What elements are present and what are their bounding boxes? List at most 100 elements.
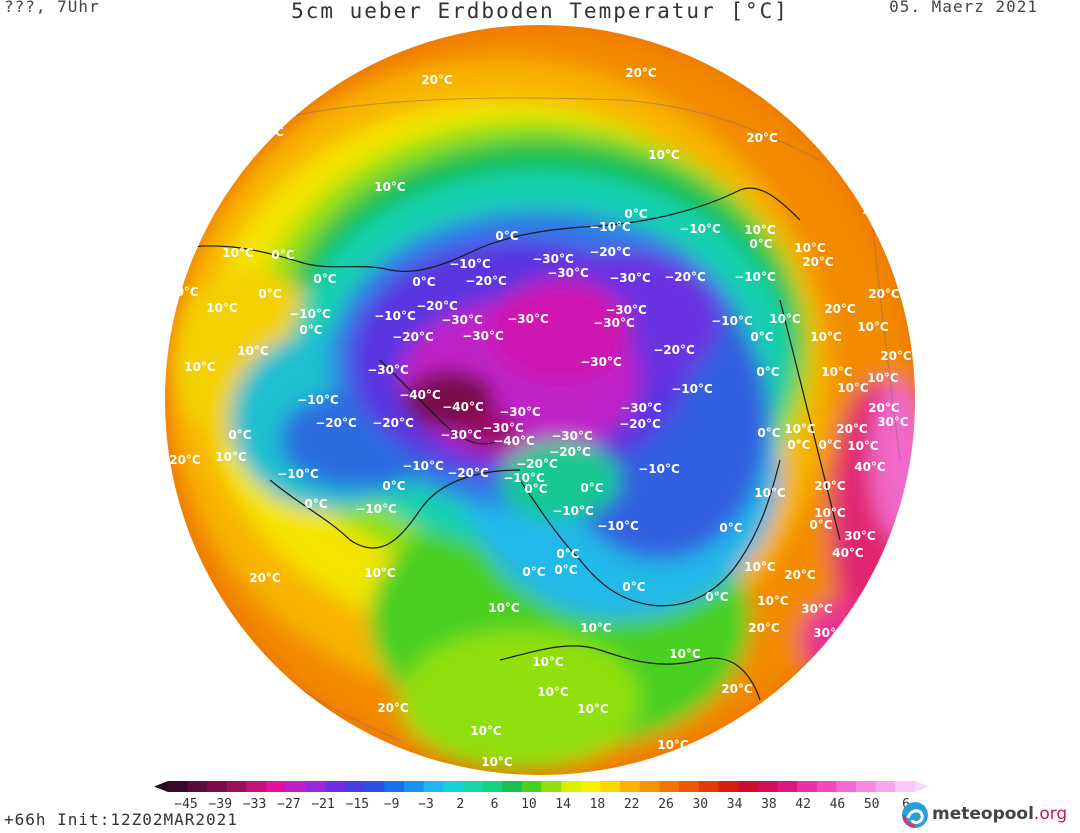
legend-swatch (403, 781, 425, 792)
legend-swatch (659, 781, 680, 792)
isotherm-label: −20°C (619, 417, 661, 431)
legend-tick-label: 30 (692, 797, 708, 812)
meteopool-logo[interactable]: meteopool.org (900, 800, 1070, 830)
isotherm-label: 20°C (169, 453, 201, 467)
isotherm-label: 10°C (206, 301, 238, 315)
isotherm-label: 10°C (364, 566, 396, 580)
isotherm-label: −10°C (289, 307, 331, 321)
legend-swatch (738, 781, 759, 792)
isotherm-label: 0°C (524, 482, 547, 496)
isotherm-label: 20°C (836, 422, 868, 436)
isotherm-label: −30°C (462, 329, 504, 343)
isotherm-label: 20°C (252, 125, 284, 139)
color-legend (154, 781, 929, 792)
isotherm-label: 10°C (814, 506, 846, 520)
forecast-date: 05. Maerz 2021 (889, 0, 1038, 16)
isotherm-label: −20°C (664, 270, 706, 284)
isotherm-label: −10°C (711, 314, 753, 328)
isotherm-label: 10°C (754, 486, 786, 500)
legend-swatch (561, 781, 582, 792)
isotherm-label: −30°C (440, 428, 482, 442)
legend-swatch (895, 781, 916, 792)
legend-tick-label: 14 (555, 797, 571, 812)
isotherm-label: 0°C (705, 590, 728, 604)
isotherm-label: 10°C (374, 180, 406, 194)
isotherm-label: 0°C (622, 580, 645, 594)
isotherm-label: −30°C (620, 401, 662, 415)
legend-tick-label: −9 (384, 797, 400, 812)
isotherm-label: 20°C (249, 571, 281, 585)
isotherm-label: 10°C (837, 381, 869, 395)
legend-swatch (168, 781, 189, 792)
isotherm-label: 20°C (625, 66, 657, 80)
isotherm-label: −10°C (402, 459, 444, 473)
legend-tick-label: −33 (243, 797, 266, 812)
isotherm-label: −10°C (449, 257, 491, 271)
legend-swatch (797, 781, 818, 792)
isotherm-label: 20°C (802, 255, 834, 269)
legend-tick-label: 50 (864, 797, 880, 812)
isotherm-label: −40°C (442, 400, 484, 414)
isotherm-label: −10°C (679, 222, 721, 236)
legend-arrow-low (154, 781, 168, 792)
isotherm-label: 30°C (844, 529, 876, 543)
legend-swatch (777, 781, 798, 792)
isotherm-label: 0°C (412, 275, 435, 289)
isotherm-label: 10°C (794, 241, 826, 255)
isotherm-label: −10°C (589, 220, 631, 234)
isotherm-label: −10°C (671, 382, 713, 396)
isotherm-label: 0°C (228, 428, 251, 442)
isotherm-label: 10°C (744, 560, 776, 574)
legend-tick-label: 6 (902, 797, 910, 812)
isotherm-label: −30°C (532, 252, 574, 266)
legend-tick-labels: −45 −39 −33 −27 −21 −15 −9 −3 2 6 10 14 18 22 26 30 34 38… (174, 797, 910, 812)
isotherm-label: 10°C (167, 285, 199, 299)
legend-tick-label: 22 (624, 797, 640, 812)
legend-swatch (207, 781, 228, 792)
isotherm-label: 20°C (868, 401, 900, 415)
isotherm-label: −30°C (547, 266, 589, 280)
isotherm-label: 10°C (580, 621, 612, 635)
isotherm-label: −30°C (367, 363, 409, 377)
isotherm-label: −40°C (399, 388, 441, 402)
legend-swatch (285, 781, 307, 792)
logo-suffix: .org (1033, 804, 1068, 824)
legend-tick-label: −15 (346, 797, 369, 812)
legend-tick-label: 18 (590, 797, 606, 812)
legend-tick-label: −3 (418, 797, 434, 812)
legend-swatch (325, 781, 346, 792)
legend-swatch (875, 781, 896, 792)
isotherm-labels: 20°C 20°C20°C 20°C10°C10°C20°C0°C0°C−10°C −… (167, 66, 912, 769)
legend-swatch (384, 781, 405, 792)
isotherm-label: 10°C (744, 223, 776, 237)
isotherm-label: 0°C (787, 438, 810, 452)
isotherm-label: 20°C (721, 682, 753, 696)
legend-tick-label: −21 (311, 797, 334, 812)
forecast-day-time: ???, 7Uhr (4, 0, 100, 16)
isotherm-label: 20°C (880, 349, 912, 363)
isotherm-label: 10°C (215, 450, 247, 464)
legend-swatch (482, 781, 503, 792)
isotherm-label: −40°C (493, 434, 535, 448)
logo-text: meteopool.org (932, 804, 1067, 824)
isotherm-label: 10°C (481, 755, 513, 769)
legend-tick-label: 42 (795, 797, 811, 812)
legend-tick-label: −27 (277, 797, 300, 812)
legend-swatch (521, 781, 543, 792)
isotherm-label: 20°C (748, 621, 780, 635)
legend-swatch (600, 781, 621, 792)
isotherm-label: 20°C (421, 73, 453, 87)
isotherm-label: −20°C (392, 330, 434, 344)
run-info: +66h Init:12Z02MAR2021 (4, 810, 238, 829)
legend-swatch (836, 781, 857, 792)
isotherm-label: 10°C (648, 148, 680, 162)
isotherm-label: 10°C (470, 724, 502, 738)
isotherm-label: −30°C (609, 271, 651, 285)
isotherm-label: 0°C (304, 497, 327, 511)
legend-swatch (856, 781, 877, 792)
isotherm-label: −10°C (503, 471, 545, 485)
isotherm-label: 30°C (813, 626, 845, 640)
legend-swatch (443, 781, 464, 792)
isotherm-label: −20°C (465, 274, 507, 288)
